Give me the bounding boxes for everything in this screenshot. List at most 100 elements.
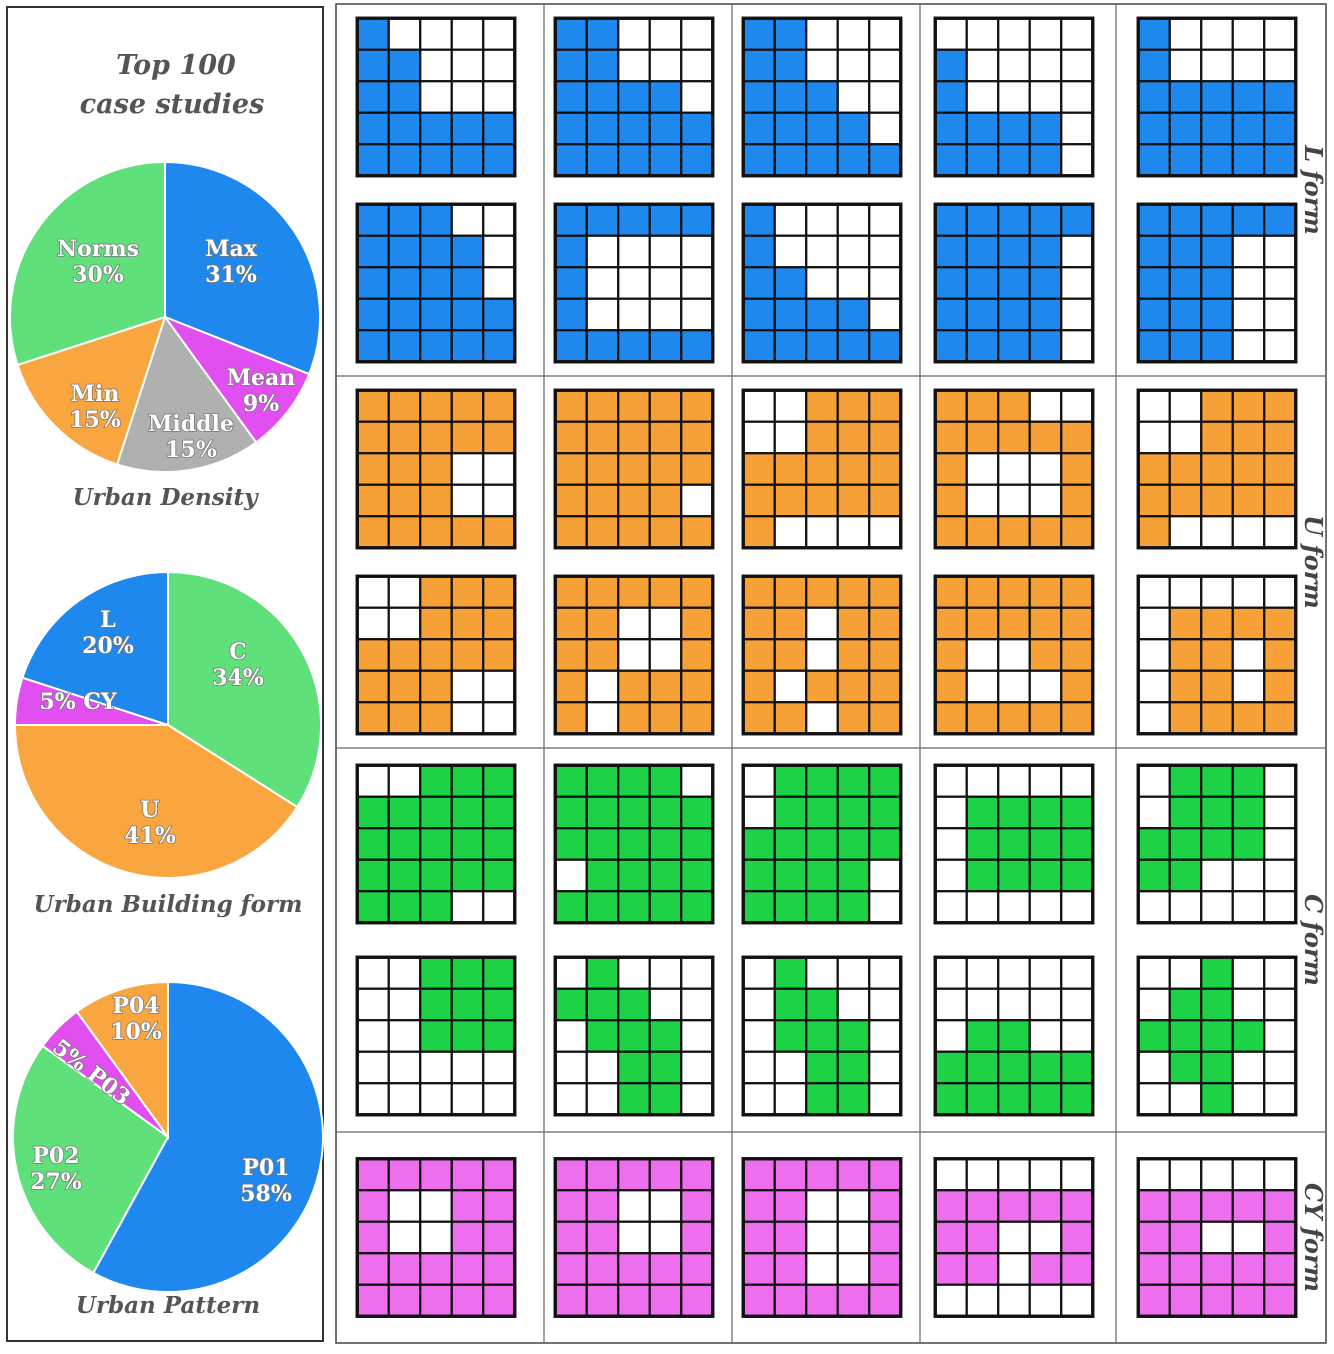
grid-cell-filled [773, 1157, 808, 1192]
grid-cell-filled [419, 1157, 453, 1192]
grid-cell-empty [387, 987, 422, 1022]
slice-name-min: Min [71, 381, 120, 407]
grid-cell-filled [742, 606, 776, 641]
pie-caption-urban-density: Urban Density [73, 484, 260, 511]
grid-cell-filled [1137, 1189, 1171, 1223]
grid-cell-empty [1137, 1050, 1171, 1085]
grid-cell-empty [1028, 1157, 1063, 1192]
grid-cell-filled [1168, 1050, 1203, 1085]
group-u-form: U form [355, 388, 1328, 736]
form-grid [553, 955, 715, 1117]
grid-cell-filled [680, 575, 714, 609]
grid-cell-empty [997, 764, 1031, 798]
grid-cell-filled [742, 111, 776, 146]
grid-cell-empty [356, 764, 390, 798]
grid-cell-filled [450, 1252, 485, 1286]
grid-cell-empty [742, 420, 776, 455]
grid-cell-filled [387, 1283, 422, 1318]
grid-cell-empty [1200, 48, 1234, 83]
form-grid [933, 955, 1095, 1117]
grid-cell-empty [997, 956, 1031, 990]
grid-cell-empty [617, 48, 651, 83]
grid-cell-filled [997, 297, 1031, 332]
grid-cell-filled [554, 827, 588, 861]
grid-cell-empty [419, 1082, 453, 1116]
grid-cell-filled [356, 890, 390, 924]
grid-cell-empty [1060, 234, 1094, 269]
grid-cell-filled [1028, 515, 1063, 549]
grid-cell-empty [387, 1189, 422, 1223]
grid-cell-filled [805, 575, 839, 609]
grid-cell-filled [554, 234, 588, 269]
grid-cell-empty [1231, 234, 1266, 269]
grid-cell-filled [617, 452, 651, 486]
grid-cell-filled [1200, 234, 1234, 269]
form-grid [933, 388, 1095, 550]
grid-cell-empty [868, 956, 902, 990]
grid-cell-empty [482, 1050, 516, 1085]
grid-cell-empty [554, 956, 588, 990]
grid-cell-filled [356, 669, 390, 704]
form-grid [355, 574, 517, 736]
grid-cell-empty [836, 266, 871, 300]
grid-cell-filled [648, 1082, 683, 1116]
grid-cell-empty [648, 638, 683, 672]
grid-cell-empty [1028, 1019, 1063, 1053]
grid-cell-filled [554, 890, 588, 924]
grid-cell-empty [1137, 795, 1171, 830]
grid-cell-empty [356, 956, 390, 990]
grid-cell-filled [585, 452, 620, 486]
slice-name-norms: Norms [57, 236, 139, 262]
grid-cell-empty [1028, 452, 1063, 486]
grid-cell-filled [450, 1283, 485, 1318]
grid-cell-empty [450, 203, 485, 237]
grid-cell-filled [805, 987, 839, 1022]
grid-cell-empty [450, 669, 485, 704]
grid-cell-filled [773, 483, 808, 518]
pie-slice-norms [9, 160, 166, 367]
grid-cell-empty [1168, 1157, 1203, 1192]
grid-cell-empty [997, 483, 1031, 518]
grid-cell-filled [997, 111, 1031, 146]
grid-cell-empty [1200, 890, 1234, 924]
grid-cell-empty [617, 1220, 651, 1255]
grid-cell-filled [742, 858, 776, 893]
form-grid [933, 763, 1095, 925]
grid-cell-empty [450, 483, 485, 518]
grid-cell-filled [1168, 827, 1203, 861]
grid-cell-filled [680, 858, 714, 893]
grid-cell-filled [1137, 234, 1171, 269]
grid-cell-filled [1137, 1252, 1171, 1286]
grid-cell-filled [742, 1189, 776, 1223]
grid-cell-filled [1200, 111, 1234, 146]
grid-cell-filled [1060, 483, 1094, 518]
grid-cell-empty [387, 1082, 422, 1116]
grid-cell-filled [648, 203, 683, 237]
grid-border [741, 1157, 903, 1318]
grid-cell-filled [1200, 1189, 1234, 1223]
form-grid [355, 202, 517, 364]
slice-name-c: C [229, 639, 247, 665]
grid-cell-filled [585, 1157, 620, 1192]
grid-cell-filled [997, 858, 1031, 893]
grid-cell-filled [836, 1283, 871, 1318]
grid-cell-filled [585, 1283, 620, 1318]
grid-cell-filled [585, 483, 620, 518]
grid-cell-filled [742, 203, 776, 237]
grid-cell-filled [742, 1252, 776, 1286]
pie-caption-urban-pattern: Urban Pattern [76, 1292, 260, 1319]
grid-cell-filled [1028, 234, 1063, 269]
grid-border [355, 1157, 517, 1318]
grid-cell-filled [450, 329, 485, 363]
slice-value-p04: 10% [110, 1019, 162, 1045]
grid-cell-filled [934, 143, 968, 177]
grid-cell-filled [387, 515, 422, 549]
form-grid [741, 388, 903, 550]
grid-cell-empty [1263, 795, 1297, 830]
grid-cell-empty [836, 17, 871, 51]
grid-cell-filled [773, 795, 808, 830]
grid-cell-filled [617, 987, 651, 1022]
grid-cell-filled [585, 858, 620, 893]
grid-cell-filled [617, 143, 651, 177]
grid-cell-empty [1137, 1082, 1171, 1116]
